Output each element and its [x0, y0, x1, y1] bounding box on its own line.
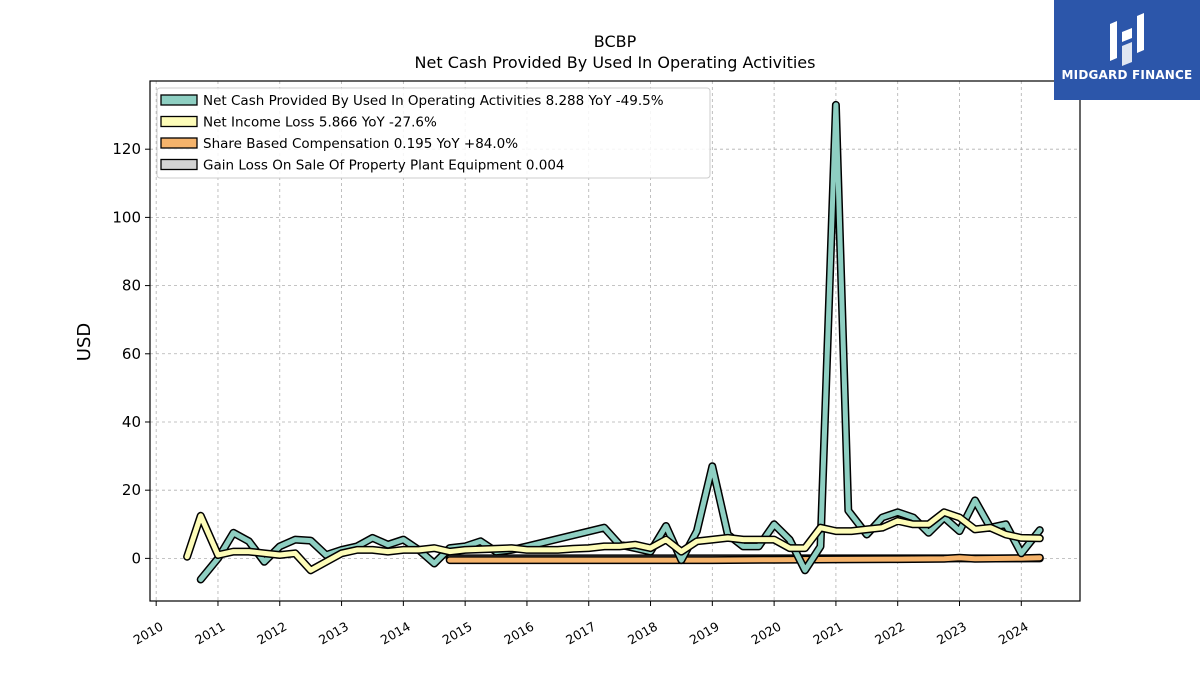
- chart-title: BCBP: [594, 32, 637, 51]
- x-tick-label: 2012: [254, 619, 289, 648]
- legend-swatch: [160, 137, 198, 149]
- x-tick-label: 2017: [563, 619, 598, 648]
- y-tick-label: 100: [112, 208, 141, 226]
- series-layer: [183, 100, 1044, 584]
- x-tick-label: 2011: [192, 619, 227, 648]
- legend: Net Cash Provided By Used In Operating A…: [156, 87, 711, 179]
- series-line-share-based-compensation: [447, 555, 1043, 563]
- x-tick-label: 2015: [440, 619, 475, 648]
- x-tick-label: 2019: [687, 619, 722, 648]
- x-tick-label: 2022: [872, 619, 907, 648]
- chart-subtitle: Net Cash Provided By Used In Operating A…: [415, 53, 816, 72]
- x-tick-label: 2024: [996, 619, 1031, 648]
- x-tick-label: 2010: [131, 619, 166, 648]
- y-tick-label: 120: [112, 140, 141, 158]
- legend-label: Net Cash Provided By Used In Operating A…: [203, 93, 664, 109]
- legend-label: Gain Loss On Sale Of Property Plant Equi…: [203, 158, 565, 174]
- y-axis-label: USD: [74, 323, 95, 361]
- x-tick-label: 2014: [378, 619, 413, 648]
- y-tick-label: 80: [122, 277, 141, 295]
- x-tick-label: 2013: [316, 619, 351, 648]
- legend-swatch: [160, 94, 198, 106]
- x-tick-label: 2018: [625, 619, 660, 648]
- legend-label: Net Income Loss 5.866 YoY -27.6%: [203, 115, 437, 131]
- x-tick-label: 2021: [810, 619, 845, 648]
- logo-text: MIDGARD FINANCE: [1061, 68, 1193, 82]
- x-tick-label: 2020: [749, 619, 784, 648]
- y-tick-label: 40: [122, 413, 141, 431]
- y-tick-label: 60: [122, 345, 141, 363]
- y-tick-label: 0: [131, 549, 141, 567]
- legend-box: [156, 87, 711, 179]
- axes: 2010 2011 2012 2013 2014 2015 2016 2017 2018 2019…: [112, 140, 1030, 647]
- plot-frame: [149, 80, 1081, 602]
- x-tick-label: 2023: [934, 619, 969, 648]
- legend-label: Share Based Compensation 0.195 YoY +84.0…: [203, 136, 518, 152]
- x-tick-label: 2016: [501, 619, 536, 648]
- legend-swatch: [160, 115, 198, 128]
- midgard-finance-logo: MIDGARD FINANCE: [1054, 0, 1200, 100]
- y-tick-label: 20: [122, 481, 141, 499]
- logo-mark-icon: [1110, 13, 1144, 66]
- legend-swatch: [160, 158, 198, 171]
- series-line-net-income-loss: [184, 509, 1043, 573]
